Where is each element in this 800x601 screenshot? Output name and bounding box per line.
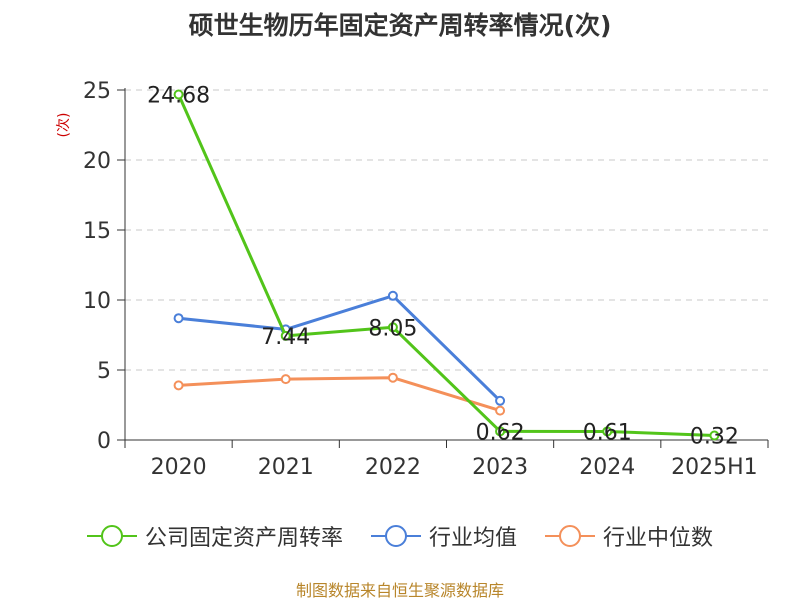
y-tick-label: 10 xyxy=(83,289,111,314)
legend-label: 行业均值 xyxy=(428,526,517,551)
data-point xyxy=(280,330,291,341)
series-line xyxy=(177,93,715,438)
series-line xyxy=(178,376,501,413)
legend-item[interactable]: 行业中位数 xyxy=(545,520,713,552)
x-tick-label: 2025H1 xyxy=(671,455,758,480)
data-point xyxy=(387,290,398,301)
data-label: 8.05 xyxy=(368,316,417,341)
legend-swatch xyxy=(86,524,137,548)
data-label: 0.62 xyxy=(476,420,525,445)
y-axis-label: (次) xyxy=(56,113,72,138)
y-tick-label: 15 xyxy=(83,219,111,244)
series-line xyxy=(178,294,502,402)
data-point xyxy=(495,405,506,416)
x-tick-label: 2021 xyxy=(258,455,314,480)
data-point xyxy=(495,426,506,437)
grid-lines xyxy=(125,89,768,371)
data-label: 24.68 xyxy=(147,83,210,108)
y-tick-label: 0 xyxy=(97,429,111,454)
x-tick-label: 2022 xyxy=(365,455,421,480)
x-tick-label: 2020 xyxy=(151,455,207,480)
data-point xyxy=(387,322,398,333)
legend-swatch xyxy=(370,524,421,548)
source-note: 制图数据来自恒生聚源数据库 xyxy=(295,581,504,600)
data-label: 0.32 xyxy=(690,425,739,450)
y-tick-label: 25 xyxy=(83,79,111,104)
data-point xyxy=(173,89,184,100)
data-label: 7.44 xyxy=(261,325,310,350)
y-tick-label: 5 xyxy=(97,359,111,384)
series-lines xyxy=(173,89,720,441)
data-point xyxy=(709,430,720,441)
x-tick-label: 2023 xyxy=(472,455,528,480)
legend-label: 行业中位数 xyxy=(603,526,714,551)
data-point xyxy=(173,313,184,324)
data-labels: 24.68 7.44 8.05 0.62 0.61 0.32 xyxy=(147,83,739,449)
data-point xyxy=(495,395,506,406)
axes: 0 5 10 15 20 25 2020 2021 2022 2023 2024 2025H1 (次) xyxy=(56,79,769,480)
data-point xyxy=(173,380,184,391)
data-point xyxy=(280,374,291,385)
data-point xyxy=(387,372,398,383)
legend-swatch xyxy=(545,524,595,548)
legend-item[interactable]: 行业均值 xyxy=(370,520,517,552)
legend-item[interactable]: 公司固定资产周转率 xyxy=(86,520,343,552)
y-tick-label: 20 xyxy=(83,149,111,174)
data-label: 0.61 xyxy=(583,420,632,445)
data-point xyxy=(602,426,613,437)
chart-title: 硕世生物历年固定资产周转率情况(次) xyxy=(188,11,612,40)
x-tick-label: 2024 xyxy=(579,455,635,480)
legend: 公司固定资产周转率 行业均值 行业中位数 xyxy=(0,520,800,552)
legend-label: 公司固定资产周转率 xyxy=(144,526,343,551)
